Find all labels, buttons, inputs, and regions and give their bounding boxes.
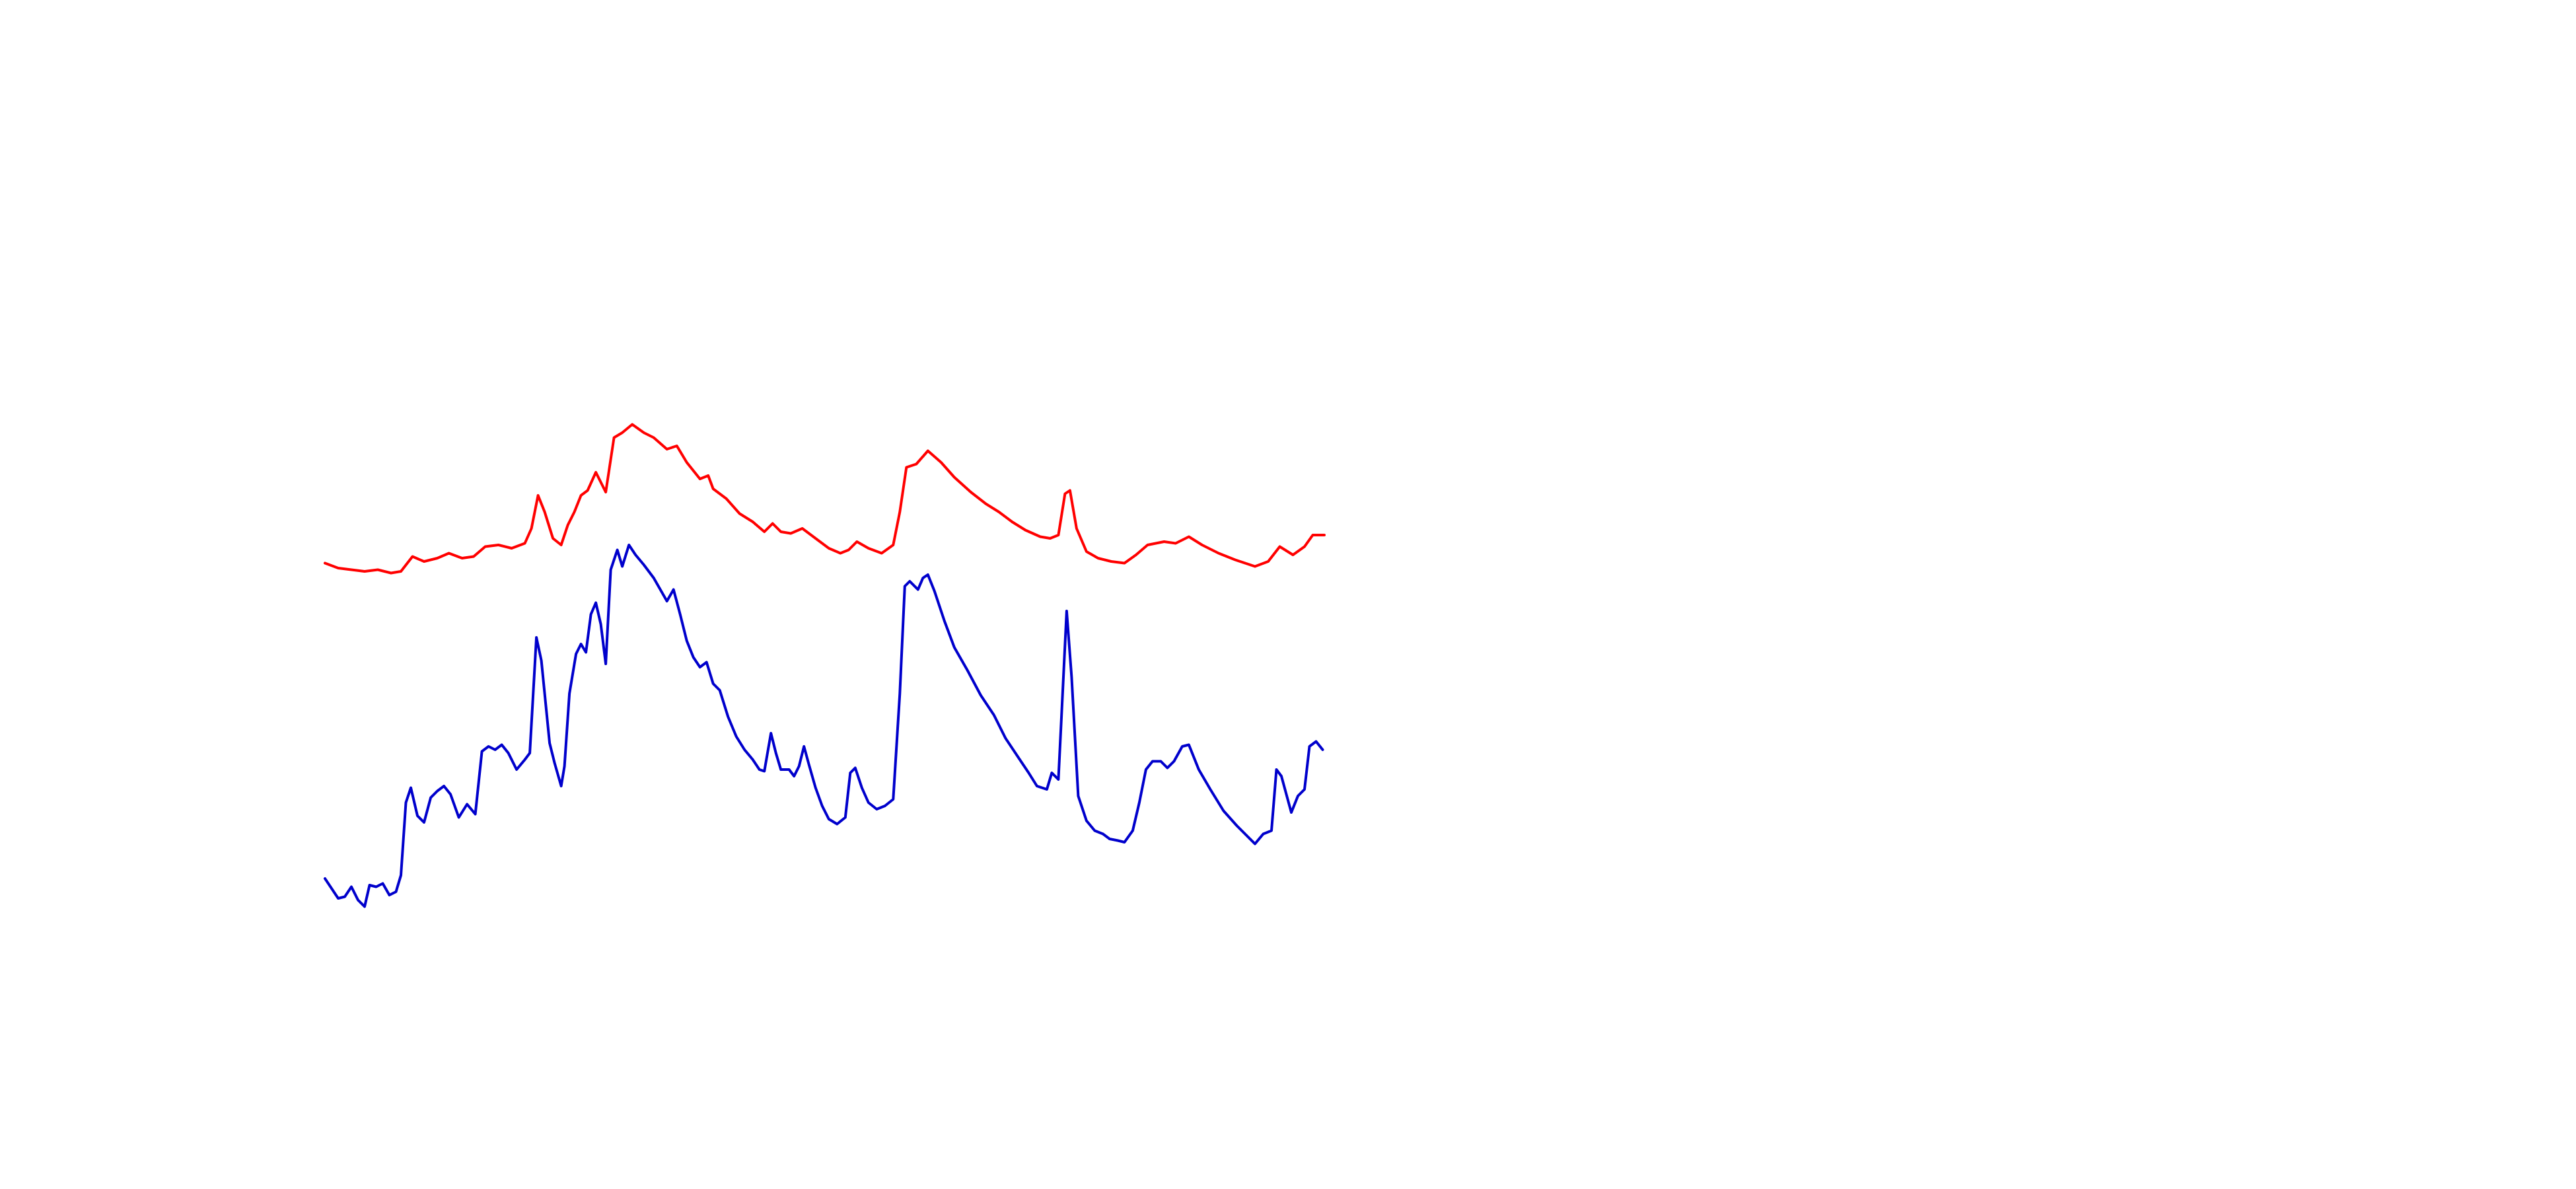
data-line xyxy=(324,544,1324,908)
data-line xyxy=(324,423,1326,575)
